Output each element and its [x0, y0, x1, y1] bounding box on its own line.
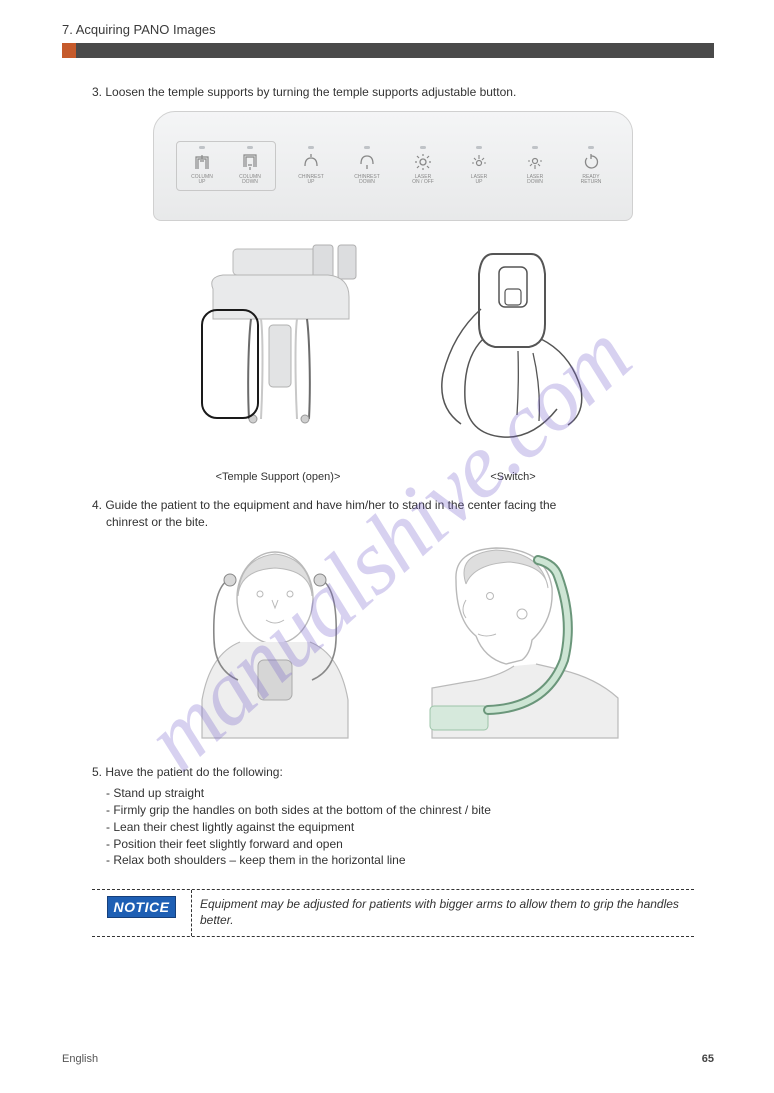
orange-accent [62, 43, 76, 58]
temple-support-callout [201, 309, 259, 419]
temple-support-figure [173, 239, 373, 469]
column-button-group: COLUMNUP COLUMNDOWN [176, 141, 276, 191]
notice-box: NOTICE Equipment may be adjusted for pat… [92, 889, 694, 937]
notice-text: Equipment may be adjusted for patients w… [192, 890, 694, 936]
header-divider [62, 43, 714, 58]
switch-caption: <Switch> [418, 471, 608, 483]
step-5b: - Firmly grip the handles on both sides … [106, 802, 694, 819]
chinrest-down-button: CHINRESTDOWN [348, 146, 386, 186]
step-4-continued: chinrest or the bite. [106, 514, 694, 531]
chinrest-up-button: CHINRESTUP [292, 146, 330, 186]
column-down-button: COLUMNDOWN [231, 146, 269, 186]
step-5-text: 5. Have the patient do the following: [92, 764, 694, 781]
exposure-switch-figure [423, 239, 613, 469]
laser-onoff-button: LASERON / OFF [404, 146, 442, 186]
step-5a: - Stand up straight [106, 785, 694, 802]
column-up-button: COLUMNUP [183, 146, 221, 186]
control-panel-figure: COLUMNUP COLUMNDOWN CHINRESTUP [153, 111, 633, 221]
footer-language: English [62, 1053, 98, 1065]
laser-down-button: LASERDOWN [516, 146, 554, 186]
chapter-title: 7. Acquiring PANO Images [62, 22, 714, 37]
step-5e: - Relax both shoulders – keep them in th… [106, 852, 694, 869]
ready-return-button: READYRETURN [572, 146, 610, 186]
step-5d: - Position their feet slightly forward a… [106, 836, 694, 853]
step-3-text: 3. Loosen the temple supports by turning… [92, 84, 694, 101]
footer-page-number: 65 [702, 1053, 714, 1065]
laser-up-button: LASERUP [460, 146, 498, 186]
patient-side-figure [396, 540, 626, 750]
patient-front-figure [160, 540, 390, 750]
step-4-text: 4. Guide the patient to the equipment an… [92, 497, 694, 514]
step-5c: - Lean their chest lightly against the e… [106, 819, 694, 836]
notice-badge: NOTICE [107, 896, 177, 918]
temple-support-caption: <Temple Support (open)> [178, 471, 378, 483]
